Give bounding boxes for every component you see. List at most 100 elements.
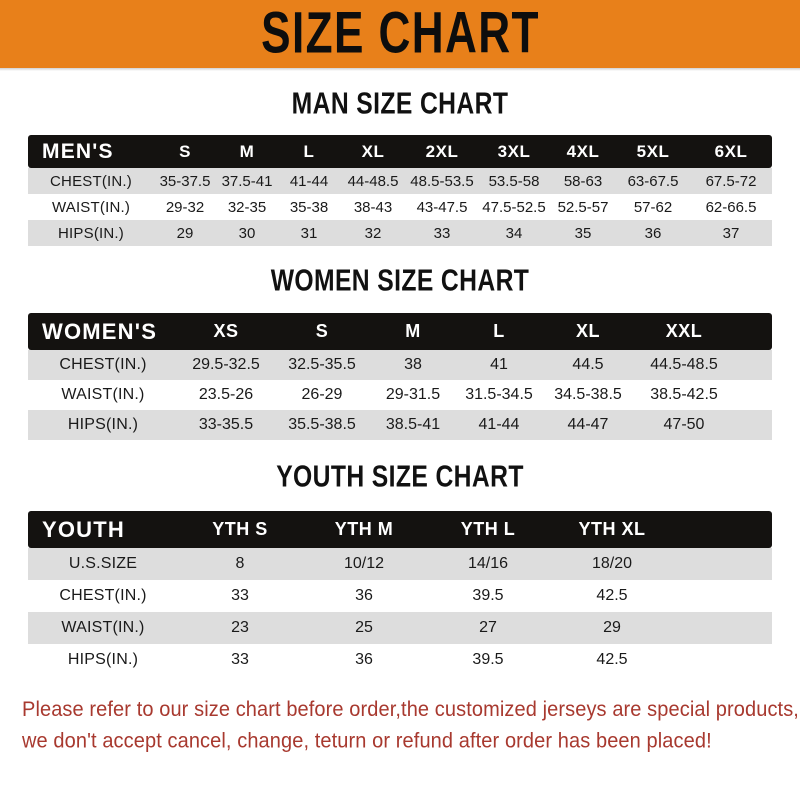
youth-size-header-3: YTH XL	[550, 511, 674, 548]
women-cell-2-5: 47-50	[634, 410, 734, 440]
section-title-women: WOMEN SIZE CHART	[270, 262, 530, 298]
man-size-header-1: M	[216, 135, 278, 168]
women-cell-2-2: 38.5-41	[370, 410, 456, 440]
man-cell-0-0: 35-37.5	[154, 168, 216, 194]
table-row: HIPS(IN.) 33 36 39.5 42.5	[28, 644, 772, 676]
youth-cell-2-0: 23	[178, 612, 302, 644]
women-cell-0-3: 41	[456, 350, 542, 380]
women-cell-0-2: 38	[370, 350, 456, 380]
women-row-label-2: HIPS(IN.)	[28, 410, 178, 440]
women-cell-2-1: 35.5-38.5	[274, 410, 370, 440]
man-table-wrap: MEN'S S M L XL 2XL 3XL 4XL 5XL 6XL CHEST	[28, 135, 772, 246]
table-row: HIPS(IN.) 29 30 31 32 33 34 35 36 37	[28, 220, 772, 246]
women-cell-1-4: 34.5-38.5	[542, 380, 634, 410]
footer-line-1: Please refer to our size chart before or…	[22, 698, 799, 722]
youth-table-wrap: YOUTH YTH S YTH M YTH L YTH XL U.S.SIZE …	[28, 511, 772, 676]
man-size-header-4: 2XL	[406, 135, 478, 168]
table-row: CHEST(IN.) 29.5-32.5 32.5-35.5 38 41 44.…	[28, 350, 772, 380]
youth-cell-2-3: 29	[550, 612, 674, 644]
man-row-label-1: WAIST(IN.)	[28, 194, 154, 220]
man-size-header-0: S	[154, 135, 216, 168]
women-size-header-4: XL	[542, 313, 634, 350]
youth-cell-3-1: 36	[302, 644, 426, 676]
women-cell-1-3: 31.5-34.5	[456, 380, 542, 410]
man-cell-0-1: 37.5-41	[216, 168, 278, 194]
youth-row-label-2: WAIST(IN.)	[28, 612, 178, 644]
youth-header-spacer	[674, 511, 772, 548]
man-size-header-8: 6XL	[690, 135, 772, 168]
man-cell-2-2: 31	[278, 220, 340, 246]
women-header-spacer	[734, 313, 772, 350]
women-size-header-5: XXL	[634, 313, 734, 350]
man-cell-1-6: 52.5-57	[550, 194, 616, 220]
man-cell-0-2: 41-44	[278, 168, 340, 194]
man-cell-2-4: 33	[406, 220, 478, 246]
youth-cell-0-0: 8	[178, 548, 302, 580]
section-women: WOMEN SIZE CHART WOMEN'S XS S M L	[0, 262, 800, 440]
women-row-label-1: WAIST(IN.)	[28, 380, 178, 410]
youth-cell-2-2: 27	[426, 612, 550, 644]
man-cell-0-5: 53.5-58	[478, 168, 550, 194]
youth-row-label-1: CHEST(IN.)	[28, 580, 178, 612]
footer-disclaimer: Please refer to our size chart before or…	[22, 694, 799, 757]
man-cell-2-1: 30	[216, 220, 278, 246]
man-row-label-2: HIPS(IN.)	[28, 220, 154, 246]
women-table-wrap: WOMEN'S XS S M L XL XXL CHEST(IN.) 29.5-…	[28, 313, 772, 440]
man-cell-0-8: 67.5-72	[690, 168, 772, 194]
youth-header-row: YOUTH YTH S YTH M YTH L YTH XL	[28, 511, 772, 548]
women-cell-0-4: 44.5	[542, 350, 634, 380]
women-size-header-3: L	[456, 313, 542, 350]
women-cell-1-5: 38.5-42.5	[634, 380, 734, 410]
table-row: HIPS(IN.) 33-35.5 35.5-38.5 38.5-41 41-4…	[28, 410, 772, 440]
youth-cell-3-3: 42.5	[550, 644, 674, 676]
youth-cell-0-spacer	[674, 548, 772, 580]
man-size-table: MEN'S S M L XL 2XL 3XL 4XL 5XL 6XL CHEST	[28, 135, 772, 246]
youth-cell-1-0: 33	[178, 580, 302, 612]
table-row: CHEST(IN.) 33 36 39.5 42.5	[28, 580, 772, 612]
youth-size-header-1: YTH M	[302, 511, 426, 548]
man-cell-1-1: 32-35	[216, 194, 278, 220]
youth-cell-1-1: 36	[302, 580, 426, 612]
women-size-header-1: S	[274, 313, 370, 350]
youth-cell-0-3: 18/20	[550, 548, 674, 580]
page-banner: SIZE CHART	[0, 0, 800, 68]
youth-size-header-2: YTH L	[426, 511, 550, 548]
women-size-header-2: M	[370, 313, 456, 350]
youth-cell-3-spacer	[674, 644, 772, 676]
youth-corner-label: YOUTH	[28, 511, 178, 548]
man-cell-1-7: 57-62	[616, 194, 690, 220]
youth-cell-0-2: 14/16	[426, 548, 550, 580]
man-cell-2-8: 37	[690, 220, 772, 246]
man-cell-0-4: 48.5-53.5	[406, 168, 478, 194]
man-cell-2-3: 32	[340, 220, 406, 246]
women-corner-label: WOMEN'S	[28, 313, 178, 350]
man-row-label-0: CHEST(IN.)	[28, 168, 154, 194]
section-youth: YOUTH SIZE CHART YOUTH YTH S YTH M YTH L…	[0, 459, 800, 676]
youth-cell-0-1: 10/12	[302, 548, 426, 580]
table-row: WAIST(IN.) 29-32 32-35 35-38 38-43 43-47…	[28, 194, 772, 220]
women-size-header-0: XS	[178, 313, 274, 350]
women-cell-0-5: 44.5-48.5	[634, 350, 734, 380]
man-cell-1-4: 43-47.5	[406, 194, 478, 220]
page-title: SIZE CHART	[260, 1, 540, 66]
women-cell-2-0: 33-35.5	[178, 410, 274, 440]
man-size-header-3: XL	[340, 135, 406, 168]
man-cell-1-0: 29-32	[154, 194, 216, 220]
youth-size-table: YOUTH YTH S YTH M YTH L YTH XL U.S.SIZE …	[28, 511, 772, 676]
women-cell-2-4: 44-47	[542, 410, 634, 440]
women-header-row: WOMEN'S XS S M L XL XXL	[28, 313, 772, 350]
youth-cell-3-0: 33	[178, 644, 302, 676]
footer-line-2: we don't accept cancel, change, teturn o…	[22, 729, 712, 753]
man-cell-1-3: 38-43	[340, 194, 406, 220]
women-cell-1-1: 26-29	[274, 380, 370, 410]
man-size-header-2: L	[278, 135, 340, 168]
women-cell-0-1: 32.5-35.5	[274, 350, 370, 380]
man-size-header-6: 4XL	[550, 135, 616, 168]
man-cell-1-8: 62-66.5	[690, 194, 772, 220]
youth-size-header-0: YTH S	[178, 511, 302, 548]
man-cell-0-3: 44-48.5	[340, 168, 406, 194]
banner-shadow-divider	[0, 68, 800, 71]
women-size-table: WOMEN'S XS S M L XL XXL CHEST(IN.) 29.5-…	[28, 313, 772, 440]
section-title-man: MAN SIZE CHART	[291, 85, 509, 121]
women-cell-1-2: 29-31.5	[370, 380, 456, 410]
